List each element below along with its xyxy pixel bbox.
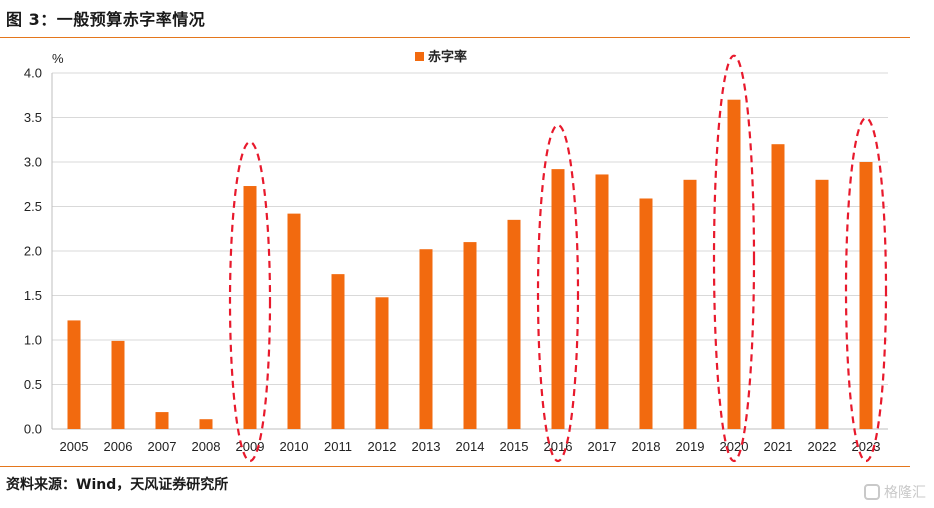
y-tick-label: 0.5 xyxy=(24,377,42,392)
x-tick-label: 2013 xyxy=(412,439,441,454)
x-tick-label: 2017 xyxy=(588,439,617,454)
figure-title: 图 3：一般预算赤字率情况 xyxy=(6,10,206,29)
y-tick-label: 3.0 xyxy=(24,155,42,170)
x-tick-label: 2019 xyxy=(676,439,705,454)
x-tick-label: 2022 xyxy=(808,439,837,454)
bar xyxy=(199,419,213,429)
bar xyxy=(727,99,741,429)
bar xyxy=(683,179,697,429)
x-tick-label: 2018 xyxy=(632,439,661,454)
watermark-logo-icon xyxy=(864,484,880,500)
source-note: 资料来源：Wind，天风证券研究所 xyxy=(6,477,229,493)
highlight-ellipse xyxy=(844,116,888,463)
y-tick-label: 3.5 xyxy=(24,110,42,125)
x-tick-label: 2005 xyxy=(60,439,89,454)
bar xyxy=(463,242,477,429)
bar xyxy=(419,249,433,429)
highlight-ellipse xyxy=(712,54,756,463)
y-tick-label: 0.0 xyxy=(24,422,42,437)
bar xyxy=(287,213,301,429)
bar xyxy=(507,219,521,429)
y-axis-unit: % xyxy=(52,51,64,66)
x-tick-label: 2020 xyxy=(720,439,749,454)
watermark: 格隆汇 xyxy=(864,482,926,502)
highlight-ellipse xyxy=(536,124,580,463)
title-rule xyxy=(0,37,910,38)
bar xyxy=(859,162,873,429)
legend-label: 赤字率 xyxy=(428,49,467,65)
bar xyxy=(67,320,81,429)
watermark-text: 格隆汇 xyxy=(884,485,926,501)
bar xyxy=(243,186,257,429)
bar xyxy=(331,274,345,429)
x-tick-label: 2014 xyxy=(456,439,485,454)
x-tick-label: 2006 xyxy=(104,439,133,454)
y-tick-label: 4.0 xyxy=(24,66,42,81)
x-tick-label: 2015 xyxy=(500,439,529,454)
y-tick-label: 2.0 xyxy=(24,244,42,259)
x-tick-label: 2021 xyxy=(764,439,793,454)
bar xyxy=(815,179,829,429)
legend-swatch xyxy=(415,52,424,61)
y-tick-label: 1.0 xyxy=(24,333,42,348)
bar xyxy=(639,198,653,429)
deficit-ratio-bar-chart: 0.0 0.5 1.0 1.5 2.0 2.5 3.0 3.5 4.0% 赤字率 2005 2006 2… xyxy=(24,49,888,463)
bar xyxy=(375,297,389,429)
bar xyxy=(551,169,565,429)
bar xyxy=(111,340,125,429)
highlight-ellipse xyxy=(228,140,272,463)
x-tick-label: 2010 xyxy=(280,439,309,454)
x-tick-label: 2011 xyxy=(324,439,352,454)
y-tick-label: 1.5 xyxy=(24,288,42,303)
source-rule xyxy=(0,466,910,467)
x-tick-label: 2012 xyxy=(368,439,397,454)
bar xyxy=(771,144,785,429)
x-tick-label: 2008 xyxy=(192,439,221,454)
y-tick-label: 2.5 xyxy=(24,199,42,214)
bar xyxy=(155,412,169,429)
bar xyxy=(595,174,609,429)
x-tick-label: 2007 xyxy=(148,439,177,454)
